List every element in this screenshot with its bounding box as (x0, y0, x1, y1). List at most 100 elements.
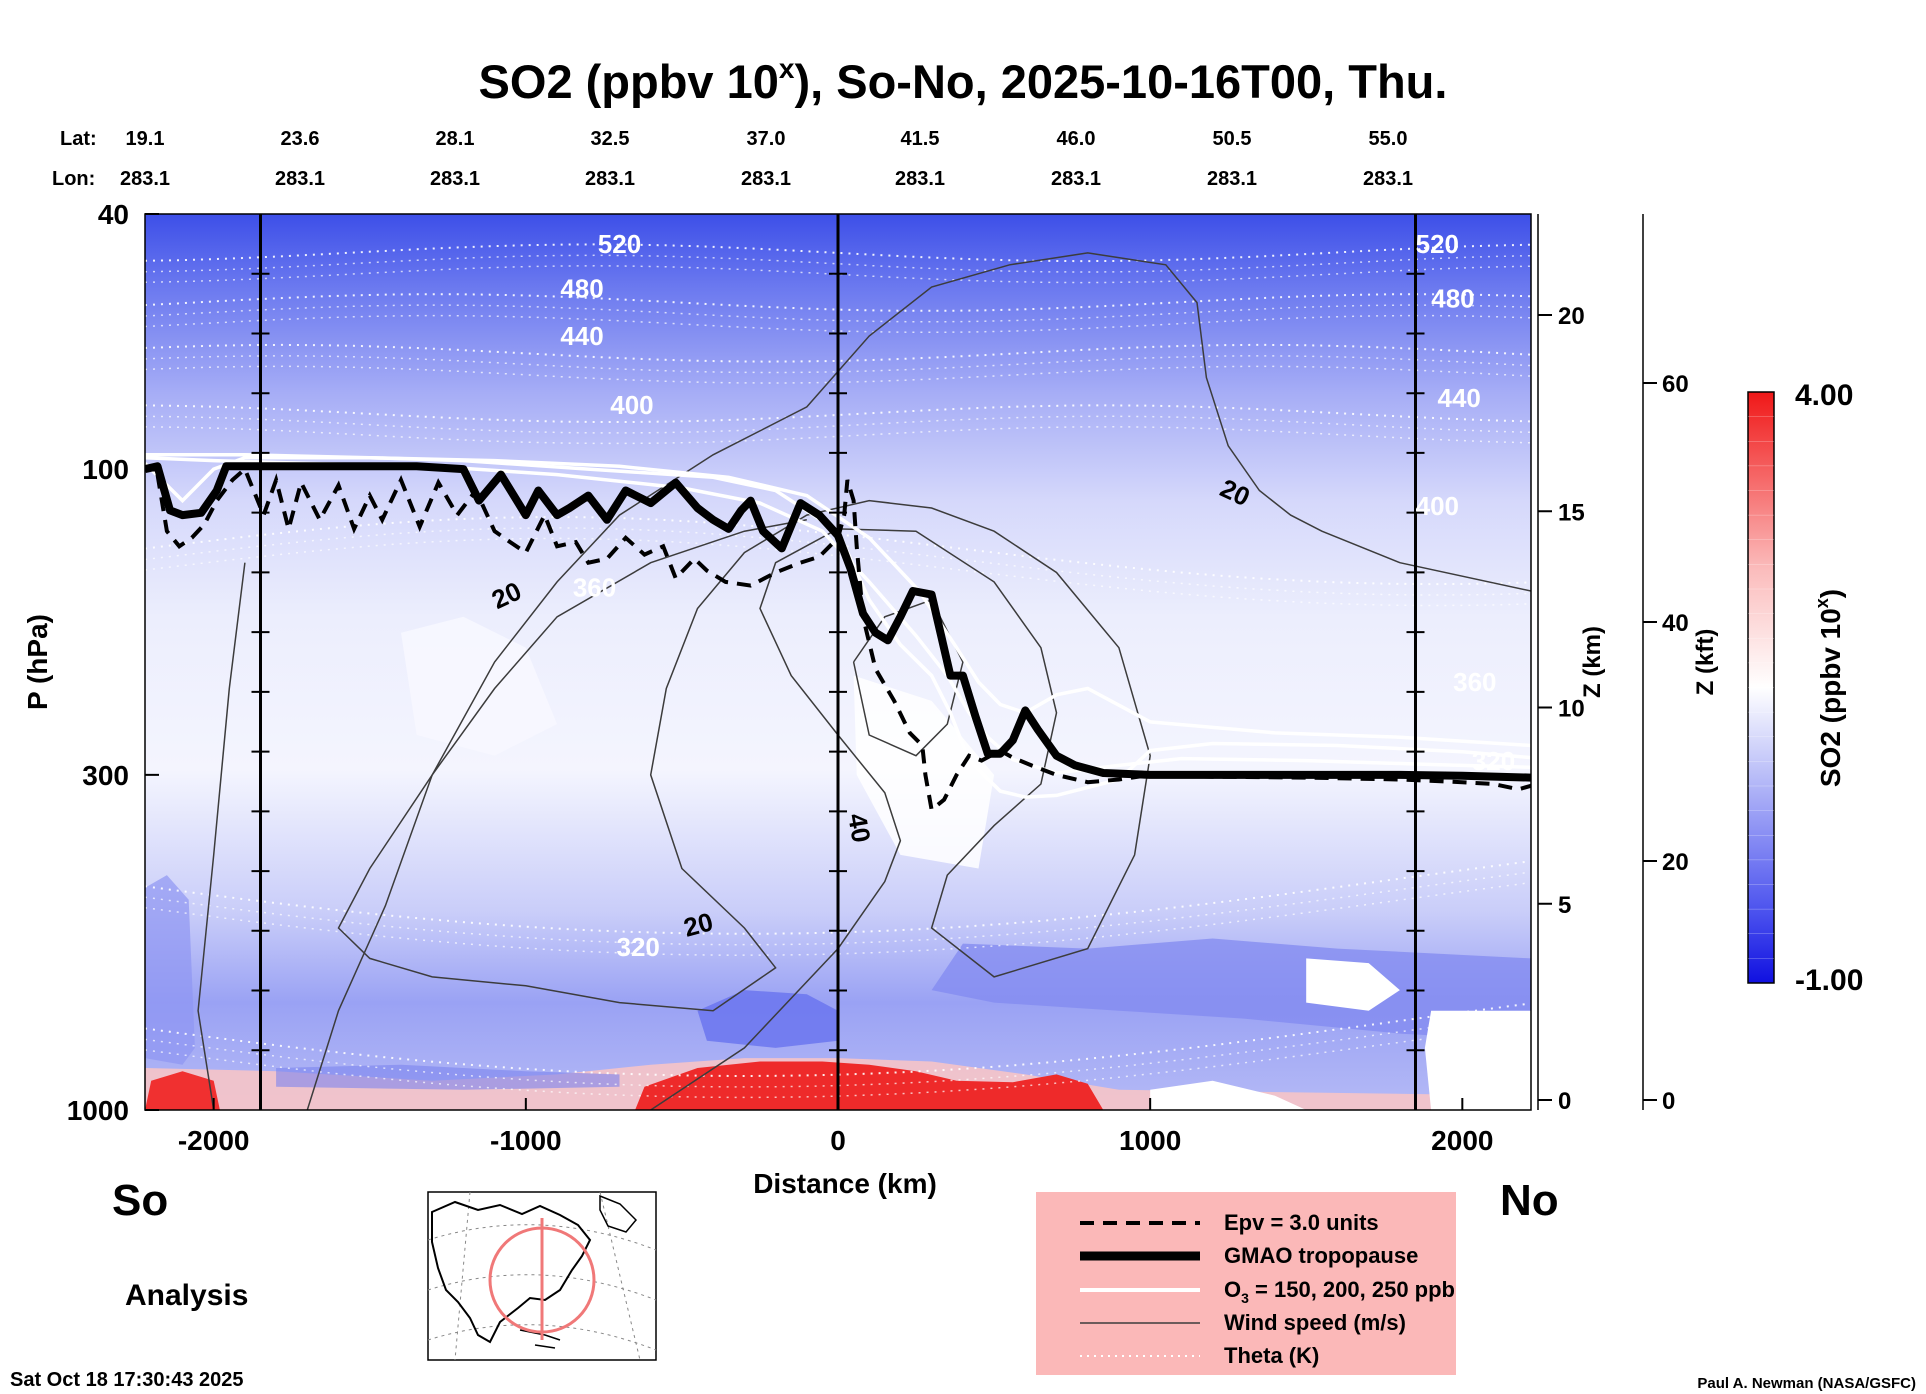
wind-label: 40 (842, 811, 877, 845)
epv-contour-line (155, 465, 1531, 814)
theta-contour (145, 537, 1531, 607)
lat-value: 46.0 (1057, 128, 1096, 150)
wind-speed-contour (306, 252, 1531, 1110)
lon-value: 283.1 (1207, 168, 1257, 190)
x-tick-label: -2000 (178, 1125, 250, 1156)
z-kft-tick-label: 0 (1662, 1088, 1675, 1115)
theta-contour (145, 860, 1531, 935)
so2-field-blue-column (145, 875, 195, 1065)
lon-value: 283.1 (585, 168, 635, 190)
colorbar-ticks (1748, 416, 1774, 959)
legend-tropopause-label: GMAO tropopause (1224, 1243, 1418, 1268)
timestamp: Sat Oct 18 17:30:43 2025 (10, 1369, 244, 1391)
theta-label: 440 (1438, 383, 1481, 413)
y-tick-label: 100 (82, 454, 129, 485)
x-axis-label: Distance (km) (753, 1168, 937, 1199)
theta-label: 360 (573, 572, 616, 602)
axes: -2000 -1000 0 1000 2000 40 100 300 1000 0 5 10 15 20 0… (67, 199, 1689, 1156)
z-kft-tick-label: 20 (1662, 849, 1689, 876)
colorbar-title: SO2 (ppbv 10x) (1812, 589, 1846, 787)
z-kft-axis-label: Z (kft) (1692, 629, 1719, 696)
theta-label: 520 (1416, 229, 1459, 259)
colorbar-gradient (1747, 391, 1775, 984)
lat-value: 23.6 (281, 128, 320, 150)
so2-field-blue-band (276, 1064, 620, 1090)
lat-lon-header: 19.1 23.6 28.1 32.5 37.0 41.5 46.0 50.5 55.0 283.… (120, 128, 1413, 190)
legend-ozone-label: O3 = 150, 200, 250 ppb (1224, 1277, 1455, 1306)
theta-contour (145, 515, 1531, 586)
lat-value: 19.1 (126, 128, 165, 150)
theta-contour (145, 1024, 1531, 1099)
legend-theta-label: Theta (K) (1224, 1343, 1319, 1368)
lat-value: 41.5 (901, 128, 940, 150)
theta-label: 480 (1431, 284, 1474, 314)
so2-field-blue-midlevel (697, 990, 838, 1048)
gmao-tropopause-line (145, 462, 1531, 782)
lat-value: 37.0 (747, 128, 786, 150)
wind-speed-contours (197, 252, 1531, 1110)
x-tick-label: 1000 (1119, 1125, 1181, 1156)
x-tick-label: 0 (830, 1125, 846, 1156)
lon-row-label: Lon: (52, 168, 95, 190)
z-km-axis-label: Z (km) (1579, 626, 1606, 698)
theta-label: 360 (1453, 667, 1496, 697)
so2-field-white-patch (1150, 1080, 1307, 1110)
lon-value: 283.1 (430, 168, 480, 190)
lon-value: 283.1 (1051, 168, 1101, 190)
lon-value: 283.1 (120, 168, 170, 190)
so2-field-surface-red-south (145, 1071, 220, 1110)
colorbar: 4.00 -1.00 SO2 (ppbv 10x) (1747, 379, 1863, 997)
so2-field-white-patch (1306, 958, 1400, 1011)
lat-row-label: Lat: (60, 128, 97, 150)
wind-speed-contour (337, 499, 1151, 1110)
lat-value: 55.0 (1369, 128, 1408, 150)
theta-label: 480 (560, 274, 603, 304)
wind-speed-contour (197, 562, 246, 1110)
theta-label: 440 (560, 321, 603, 351)
locator-map (427, 1191, 657, 1361)
theta-contour (145, 881, 1531, 956)
credit: Paul A. Newman (NASA/GSFC) (1697, 1375, 1916, 1392)
legend-epv-label: Epv = 3.0 units (1224, 1210, 1379, 1235)
theta-contour (145, 1013, 1531, 1088)
theta-label: 520 (598, 229, 641, 259)
y-tick-label: 300 (82, 760, 129, 791)
theta-label: 400 (610, 390, 653, 420)
gmao-tropopause (145, 462, 1531, 782)
lat-value: 32.5 (591, 128, 630, 150)
ozone-contour (145, 453, 1531, 748)
theta-contour (145, 527, 1531, 596)
plot-area: 5204804404003603205204804404003603203002… (145, 214, 1531, 1110)
y-tick-label: 1000 (67, 1095, 129, 1126)
wind-speed-contour (852, 598, 964, 757)
y-tick-label: 40 (98, 199, 129, 230)
legend: Epv = 3.0 units GMAO tropopause O3 = 150… (1036, 1192, 1456, 1375)
lat-value: 50.5 (1213, 128, 1252, 150)
colorbar-min-label: -1.00 (1795, 964, 1863, 997)
x-tick-label: 2000 (1431, 1125, 1493, 1156)
y-axis-label: P (hPa) (22, 614, 53, 710)
z-km-tick-label: 0 (1558, 1088, 1571, 1115)
lon-value: 283.1 (1363, 168, 1413, 190)
lat-value: 28.1 (436, 128, 475, 150)
z-km-tick-label: 15 (1558, 499, 1585, 526)
z-km-tick-label: 5 (1558, 892, 1571, 919)
z-km-tick-label: 20 (1558, 303, 1585, 330)
theta-contour (145, 1002, 1531, 1078)
lon-value: 283.1 (741, 168, 791, 190)
theta-label: 320 (1472, 746, 1515, 776)
theta-label: 400 (1416, 491, 1459, 521)
legend-wind-label: Wind speed (m/s) (1224, 1310, 1406, 1335)
analysis-label: Analysis (125, 1279, 248, 1312)
z-kft-tick-label: 40 (1662, 610, 1689, 637)
chart-title: SO2 (ppbv 10x), So-No, 2025-10-16T00, Th… (479, 53, 1448, 108)
theta-label: 320 (617, 932, 660, 962)
lon-value: 283.1 (275, 168, 325, 190)
so2-field-blue-lower (931, 938, 1531, 1041)
section-marker-lines (251, 214, 1425, 1110)
coastline-north-america (431, 1200, 592, 1344)
z-kft-tick-label: 60 (1662, 371, 1689, 398)
z-km-tick-label: 10 (1558, 696, 1585, 723)
epv-contour (155, 465, 1531, 814)
